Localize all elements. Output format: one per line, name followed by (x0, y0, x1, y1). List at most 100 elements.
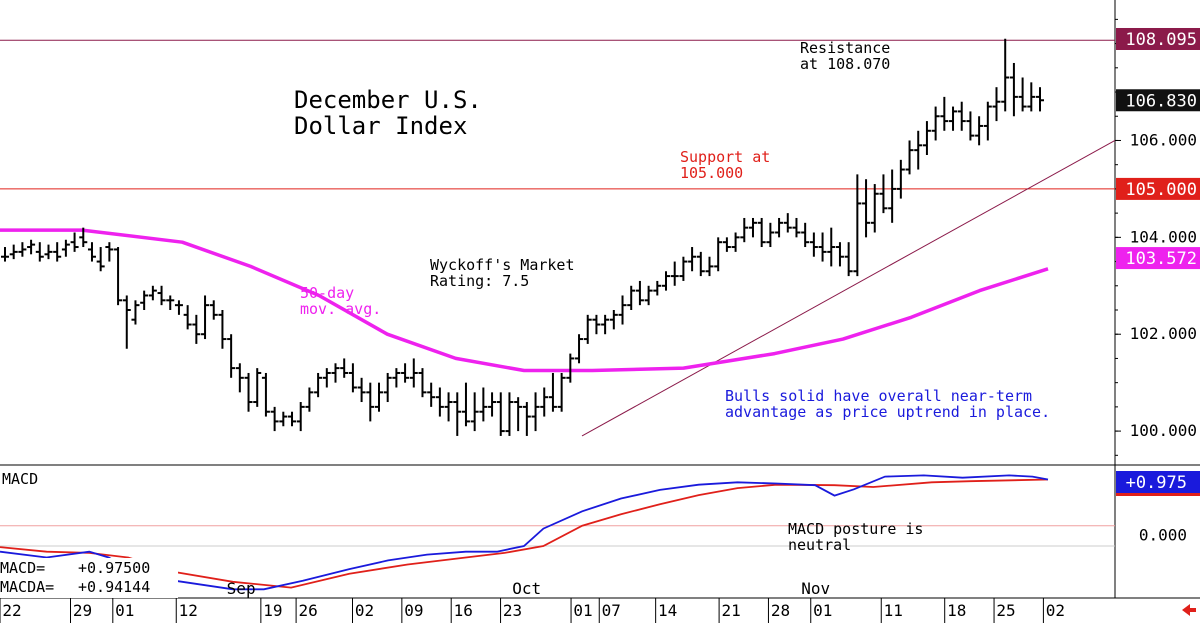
resistance-label: at 108.070 (800, 55, 890, 73)
ohlc-bar (862, 179, 871, 238)
macd-readout-label: MACD= (0, 559, 45, 577)
date-tick-label: 23 (503, 601, 522, 620)
ohlc-bar (601, 314, 610, 335)
ohlc-bar (870, 184, 879, 233)
date-tick-label: 18 (947, 601, 966, 620)
month-label: Sep (227, 579, 256, 598)
ohlc-bar (140, 290, 149, 310)
ohlc-bar (557, 372, 566, 412)
ohlc-bar (53, 242, 62, 262)
date-tick-label: 29 (73, 601, 92, 620)
macd-readout-value: +0.97500 (78, 559, 150, 577)
ohlc-bar (853, 174, 862, 277)
ohlc-bar (322, 368, 331, 388)
ma-label: 50-day (300, 284, 354, 302)
date-tick-label: 02 (1046, 601, 1065, 620)
ohlc-bar (696, 251, 705, 277)
ohlc-bar (288, 411, 297, 427)
month-label: Nov (801, 579, 830, 598)
rating-label: Wyckoff's Market (430, 256, 575, 274)
ohlc-bar (488, 392, 497, 417)
ohlc-bar (148, 285, 157, 301)
left-arrow-icon[interactable] (1182, 604, 1196, 616)
ohlc-bar (627, 285, 636, 310)
ohlc-bar (740, 217, 749, 243)
ohlc-bar (949, 106, 958, 131)
ohlc-bar (801, 222, 810, 248)
ohlc-bar (766, 222, 775, 248)
ohlc-bar (792, 217, 801, 238)
date-tick-label: 01 (813, 601, 832, 620)
ohlc-bar (1009, 62, 1018, 117)
ohlc-bar (348, 363, 357, 393)
ohlc-bar (548, 372, 557, 412)
ohlc-bar (662, 271, 671, 291)
ohlc-bar (879, 174, 888, 214)
price-value-label: 105.000 (1125, 180, 1197, 200)
ohlc-bar (70, 232, 79, 252)
ohlc-bar (305, 387, 314, 412)
ohlc-bar (757, 217, 766, 248)
ohlc-bar (79, 227, 88, 248)
ohlc-bar (496, 392, 505, 436)
ohlc-bar (827, 227, 836, 267)
ohlc-bar (122, 295, 131, 349)
ohlc-bar (514, 397, 523, 432)
chart-title: December U.S. (294, 86, 482, 114)
ohlc-bar (470, 392, 479, 432)
ohlc-bar (157, 285, 166, 306)
comment-label: Bulls solid have overall near-term (725, 387, 1032, 405)
ohlc-bar (931, 106, 940, 141)
ohlc-bar (418, 368, 427, 398)
ohlc-bar (540, 387, 549, 417)
ohlc-bar (357, 377, 366, 403)
ohlc-bar (270, 406, 279, 432)
date-tick-label: 07 (602, 601, 621, 620)
support-label: 105.000 (680, 164, 743, 182)
ohlc-bar (940, 96, 949, 131)
date-tick-label: 14 (658, 601, 677, 620)
ohlc-bar (218, 310, 227, 349)
price-value-box (1116, 89, 1200, 112)
ohlc-bar (922, 121, 931, 155)
ohlc-bar (461, 382, 470, 427)
ohlc-bar (201, 295, 210, 340)
ohlc-bar (635, 280, 644, 306)
ohlc-bar (505, 392, 514, 436)
price-value-label: 108.095 (1125, 30, 1197, 50)
ohlc-bar (1001, 38, 1010, 112)
ohlc-bar (722, 237, 731, 252)
ohlc-bar (235, 363, 244, 393)
price-value-box (1116, 27, 1200, 50)
price-value-box (1116, 177, 1200, 200)
ohlc-bar (479, 387, 488, 422)
ohlc-bar (835, 242, 844, 267)
date-tick-label: 26 (298, 601, 317, 620)
ohlc-bar (331, 363, 340, 383)
ohlc-bar (1036, 87, 1044, 112)
ohlc-bar (96, 247, 105, 272)
ohlc-bar (166, 295, 175, 310)
ohlc-bar (714, 237, 723, 272)
ohlc-bar (444, 392, 453, 422)
ohlc-bar (957, 101, 966, 131)
ohlc-bar (844, 242, 853, 277)
month-label: Oct (512, 579, 541, 598)
date-tick-label: 02 (355, 601, 374, 620)
price-tick-label: 100.000 (1130, 421, 1197, 440)
macd-value-box (1116, 471, 1200, 493)
ohlc-bar (914, 130, 923, 170)
ohlc-bar (409, 358, 418, 388)
rating-label: Rating: 7.5 (430, 272, 529, 290)
price-value-label: 103.572 (1125, 249, 1197, 269)
ohlc-bar (975, 116, 984, 146)
chart-title: Dollar Index (294, 112, 467, 140)
date-tick-label: 25 (996, 601, 1015, 620)
price-tick-label: 106.000 (1130, 130, 1197, 149)
ohlc-bar (314, 372, 323, 398)
ohlc-bar (427, 382, 436, 407)
ohlc-bar (783, 213, 792, 233)
price-value-label: 106.830 (1125, 91, 1197, 111)
ohlc-bar (61, 239, 70, 257)
